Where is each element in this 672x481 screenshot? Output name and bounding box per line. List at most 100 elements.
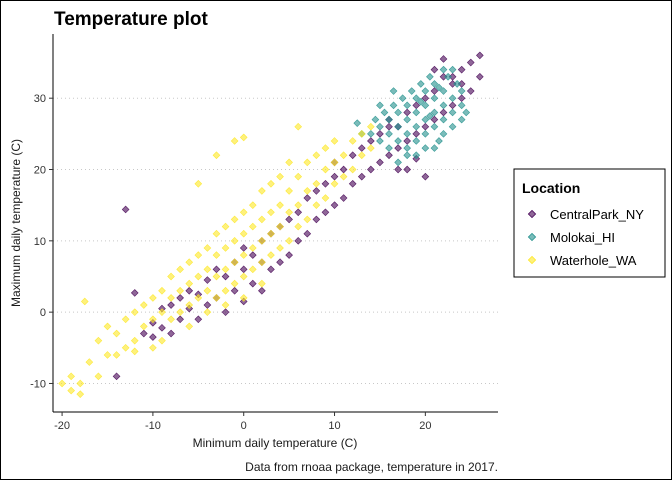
data-point [176,286,184,295]
data-point [430,80,439,88]
data-point [248,244,257,252]
x-tick-label: 0 [241,420,247,432]
y-tick-label: 0 [40,307,46,319]
data-point [276,172,284,181]
data-point [212,265,221,274]
data-point [203,244,212,252]
data-point [439,130,448,138]
data-point [421,144,430,152]
series-CentralPark_NY [112,51,484,381]
data-point [212,229,221,238]
data-point [457,94,466,103]
data-point [167,329,175,338]
data-point [462,108,471,117]
data-point [248,279,257,288]
data-point [194,179,203,188]
data-point [167,272,175,281]
data-point [276,201,284,209]
data-point [258,187,266,195]
data-point [248,222,257,231]
data-point [130,347,139,356]
data-point [385,151,393,160]
data-point [348,151,357,160]
data-point [448,101,457,110]
data-point [294,122,303,131]
y-tick-label: -10 [30,378,46,390]
data-point [176,308,184,316]
data-point [385,144,393,152]
data-point [444,72,452,81]
legend-label: Molokai_HI [550,230,615,245]
data-point [167,315,175,324]
legend-label: CentralPark_NY [550,207,644,222]
chart-caption: Data from rnoaa package, temperature in … [245,460,498,474]
data-point [312,201,321,209]
data-point [439,55,448,63]
data-point [421,87,430,95]
data-point [439,101,448,110]
data-point [194,315,203,324]
data-point [267,229,275,238]
data-point [403,144,412,152]
data-point [67,386,75,395]
data-point [94,336,103,345]
data-point [330,201,339,209]
data-point [435,137,443,145]
data-point [221,286,230,295]
series-Waterhole_WA [58,122,375,398]
data-point [212,272,221,281]
data-point [230,279,239,288]
data-point [448,108,457,117]
data-point [367,144,375,152]
data-point [203,276,212,284]
data-point [385,130,393,138]
data-point [212,294,221,302]
data-point [348,165,357,174]
data-point [403,108,412,117]
data-point [185,286,194,295]
data-point [457,115,466,124]
data-point [453,80,461,88]
data-point [403,137,412,145]
data-point [416,80,425,88]
data-point [412,130,421,138]
data-point [312,215,321,224]
data-point [185,301,194,309]
legend-swatch [527,255,537,265]
data-point [394,108,402,117]
data-point [412,122,421,131]
data-point [276,244,284,252]
data-point [221,222,230,231]
data-point [185,258,194,267]
data-point [230,286,239,295]
data-point [158,308,166,316]
data-point [239,251,248,259]
data-point [430,94,439,103]
data-point [239,244,248,252]
data-point [276,222,284,231]
data-point [376,130,384,138]
data-point [321,208,330,217]
x-tick-label: 20 [419,420,431,432]
data-point [130,308,139,316]
data-point [394,122,402,131]
data-point [385,122,393,131]
data-point [312,151,321,160]
data-point [167,301,175,309]
x-tick-label: -10 [145,420,161,432]
data-point [394,144,402,152]
data-point [312,187,321,195]
data-point [367,165,375,174]
data-point [294,172,303,181]
data-point [412,137,421,145]
data-point [376,122,384,131]
data-point [394,137,402,145]
data-point [294,201,303,209]
data-point [203,308,212,316]
data-point [421,115,430,124]
data-point [376,158,384,167]
data-point [76,390,85,398]
data-point [139,322,148,331]
legend-items: CentralPark_NY Molokai_HI Waterhole_WA [527,207,644,268]
